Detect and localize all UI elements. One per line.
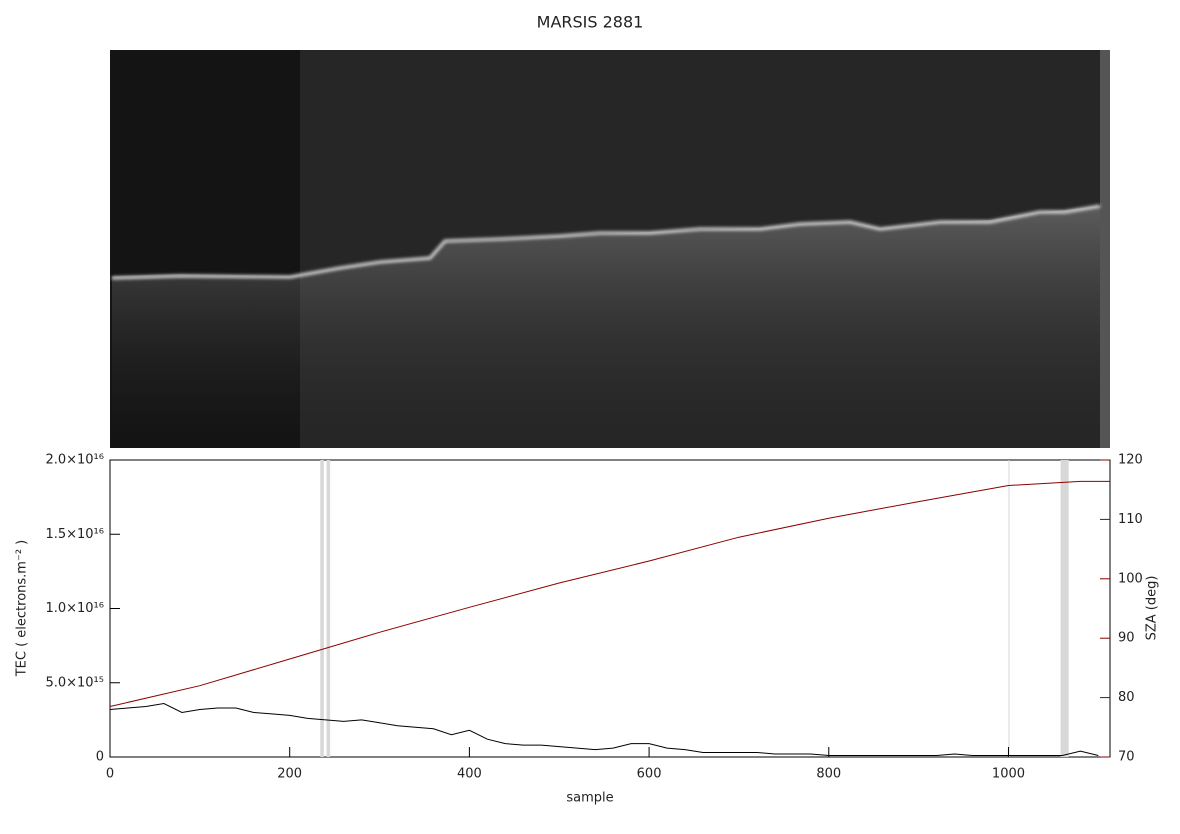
y-tick-label: 1.5×10¹⁶	[45, 527, 104, 542]
y2-tick-label: 100	[1118, 571, 1143, 586]
y-tick-label: 2.0×10¹⁶	[45, 453, 104, 468]
y-tick-label: 1.0×10¹⁶	[45, 601, 104, 616]
series-line	[109, 702, 1099, 756]
y2-tick-label: 90	[1118, 631, 1135, 646]
y-tick-label: 0	[96, 750, 104, 765]
x-tick-label: 400	[457, 767, 482, 782]
series-line	[109, 480, 1110, 707]
y2-axis-label: SZA (deg)	[1145, 576, 1160, 641]
y2-tick-label: 110	[1118, 512, 1143, 527]
y-axis-label: TEC ( electrons.m⁻² )	[15, 540, 30, 678]
x-tick-label: 0	[106, 767, 114, 782]
x-tick-label: 200	[277, 767, 302, 782]
plot-frame	[109, 459, 1111, 758]
y2-tick-label: 120	[1118, 453, 1143, 468]
x-axis-label: sample	[566, 791, 613, 806]
chart-title: MARSIS 2881	[537, 13, 644, 32]
y2-tick-label: 80	[1118, 690, 1135, 705]
x-tick-label: 1000	[992, 767, 1025, 782]
highlight-band	[320, 460, 324, 757]
highlight-band	[326, 460, 331, 757]
y-tick-label: 5.0×10¹⁵	[45, 675, 104, 690]
x-tick-label: 600	[637, 767, 662, 782]
y2-tick-label: 70	[1118, 750, 1135, 765]
highlight-band	[1060, 460, 1069, 757]
x-tick-label: 800	[816, 767, 841, 782]
highlight-band	[1008, 460, 1010, 757]
radargram	[110, 50, 1110, 448]
